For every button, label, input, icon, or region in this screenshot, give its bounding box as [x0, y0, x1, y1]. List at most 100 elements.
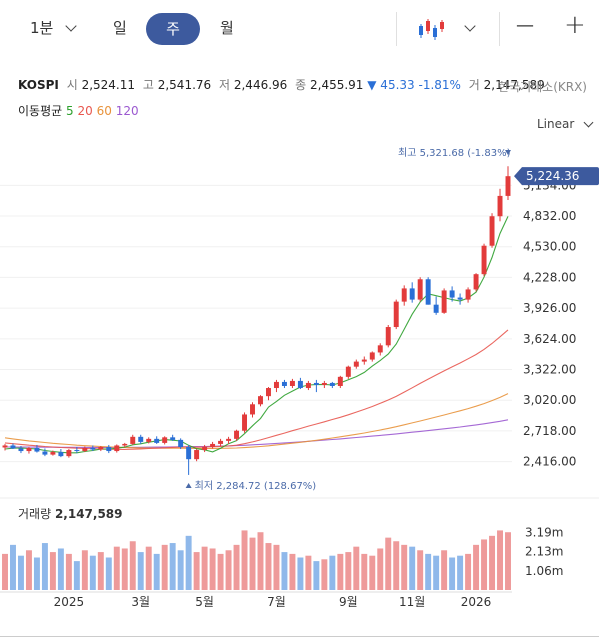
candle-body	[489, 216, 495, 246]
candle-body	[34, 447, 40, 452]
candle-body	[58, 452, 64, 457]
change-value: ▼ 45.33	[367, 78, 415, 92]
zoom-in-button[interactable]: +	[564, 10, 586, 40]
candle-body	[258, 396, 263, 405]
price-info: KOSPI 시 2,524.11 고 2,541.76 저 2,446.96 종…	[18, 76, 545, 93]
ma-legend-120: 120	[115, 104, 139, 118]
candle-body	[321, 382, 327, 385]
candle-body	[401, 288, 407, 302]
candle-body	[26, 447, 32, 452]
candle-body	[114, 445, 120, 452]
volume-bar	[10, 544, 16, 590]
ma-legend-label: 이동평균	[18, 104, 63, 118]
volume-bar	[73, 561, 80, 590]
volume-bar	[25, 550, 32, 590]
candle-body	[186, 446, 192, 460]
candlestick-chart-type-icon[interactable]	[418, 16, 444, 42]
candle-body	[473, 274, 479, 290]
candle-body	[425, 279, 431, 305]
volume-bar	[457, 555, 464, 590]
candle-body	[505, 176, 511, 196]
current-price-label: 5,224.36	[526, 169, 579, 183]
candle-body	[329, 382, 335, 386]
candle-body	[289, 380, 295, 386]
volume-bar	[161, 544, 168, 590]
volume-bar	[193, 552, 200, 590]
volume-bar	[369, 555, 376, 590]
candle-body	[178, 439, 184, 447]
volume-bar	[81, 550, 88, 590]
candle-body	[481, 245, 487, 275]
volume-bar	[265, 543, 272, 590]
volume-bar	[353, 546, 360, 590]
candle-body	[122, 443, 128, 446]
tab-day[interactable]: 일	[113, 19, 127, 37]
candle-body	[449, 290, 455, 298]
y-tick-label: 2,718.00	[523, 424, 576, 438]
candle-body	[266, 388, 271, 397]
volume-bar	[305, 555, 312, 590]
bottom-divider	[0, 636, 599, 637]
volume-bar	[281, 552, 288, 590]
y-tick-label: 3,624.00	[523, 332, 576, 346]
x-tick-label: 2026	[461, 595, 492, 609]
candle-body	[2, 445, 8, 448]
ma-legend[interactable]: 이동평균 5 20 60 120	[18, 102, 139, 119]
volume-bar	[113, 546, 120, 590]
y-tick-label: 2,416.00	[523, 455, 576, 469]
candle-body	[90, 447, 96, 450]
ma-legend-20: 20	[77, 104, 93, 118]
scale-mode-select[interactable]: Linear	[537, 117, 594, 131]
volume-bar	[425, 553, 432, 590]
volume-bar	[465, 553, 472, 590]
candle-body	[497, 195, 503, 217]
volume-bar	[417, 550, 424, 590]
volume-bar	[65, 553, 72, 590]
x-tick-label: 2025	[54, 595, 85, 609]
ma60-line	[4, 393, 509, 449]
y-tick-label: 4,228.00	[523, 270, 576, 284]
volume-bar	[313, 561, 320, 590]
x-tick-label: 5월	[195, 595, 214, 609]
candle-body	[106, 446, 112, 452]
candle-body	[130, 436, 136, 444]
volume-pane-value: 2,147,589	[55, 507, 123, 521]
candle-body	[297, 380, 303, 389]
ma-legend-60: 60	[96, 104, 112, 118]
candle-body	[433, 304, 439, 313]
tab-week[interactable]: 주	[146, 13, 200, 45]
candle-body	[82, 447, 88, 452]
volume-bar	[401, 544, 408, 590]
candle-body	[98, 446, 104, 450]
volume-bar	[393, 541, 400, 590]
high-value: 2,541.76	[157, 78, 212, 92]
candle-body	[441, 290, 447, 313]
volume-bar	[89, 555, 96, 590]
interval-select[interactable]: 1분	[30, 19, 54, 37]
candle-body	[50, 452, 56, 455]
volume-bar	[209, 548, 216, 590]
x-tick-label: 7월	[267, 595, 286, 609]
ma5-line	[4, 216, 509, 454]
candle-body	[234, 430, 240, 439]
volume-bar	[57, 548, 64, 590]
tab-month[interactable]: 월	[220, 19, 234, 37]
y-tick-label: 3,020.00	[523, 393, 576, 407]
volume-bar	[153, 553, 160, 590]
volume-bar	[441, 550, 448, 590]
volume-bar	[377, 548, 384, 590]
candle-body	[146, 438, 152, 442]
volume-bar	[233, 544, 240, 590]
volume-bar	[169, 543, 176, 590]
candle-body	[242, 414, 247, 431]
low-label: 저	[218, 78, 231, 92]
volume-bar	[505, 532, 511, 590]
candle-body	[345, 366, 351, 377]
ma-legend-5: 5	[66, 104, 74, 118]
close-value: 2,455.91	[310, 78, 364, 92]
candle-body	[218, 440, 224, 444]
volume-bar	[289, 553, 296, 590]
low-value: 2,446.96	[233, 78, 288, 92]
zoom-out-button[interactable]: —	[516, 15, 534, 36]
